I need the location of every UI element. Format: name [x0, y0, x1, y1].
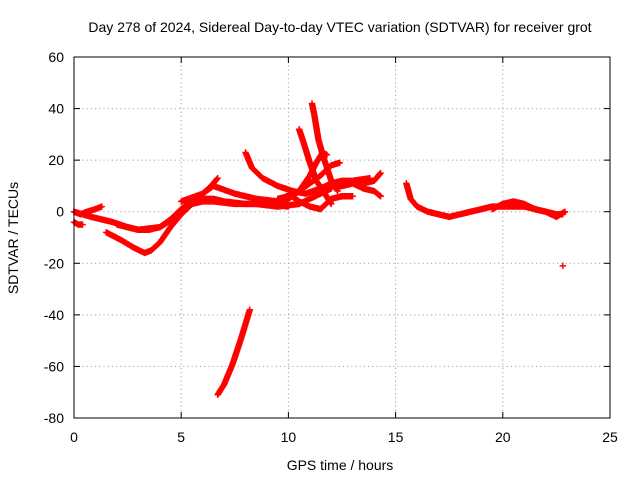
data-point [377, 193, 384, 200]
series-trace-12 [285, 190, 356, 213]
series-trace-16 [488, 198, 569, 221]
y-tick-label: -20 [44, 255, 64, 271]
x-tick-label: 0 [70, 429, 78, 445]
series-trace-7 [214, 306, 254, 398]
y-axis-label: SDTVAR / TECUs [5, 182, 21, 294]
series-trace-17 [559, 262, 567, 270]
data-point [213, 175, 221, 183]
tick-layer [73, 56, 611, 419]
grid-layer [74, 57, 610, 418]
series-trace-14 [328, 180, 384, 200]
data-point [559, 262, 567, 270]
y-tick-label: 60 [48, 49, 64, 65]
data-point [376, 192, 383, 199]
plot-frame [73, 56, 611, 419]
y-tick-label: 0 [56, 204, 64, 220]
data-point [377, 169, 384, 177]
data-point [349, 193, 356, 200]
y-tick-label: -80 [44, 410, 64, 426]
y-tick-label: 40 [48, 101, 64, 117]
series-trace-2 [70, 218, 86, 228]
data-point [561, 208, 569, 215]
data-point [376, 170, 384, 178]
y-tick-label: -60 [44, 358, 64, 374]
chart-title: Day 278 of 2024, Sidereal Day-to-day VTE… [88, 19, 591, 35]
x-axis-label: GPS time / hours [287, 457, 394, 473]
data-point [214, 174, 221, 182]
tick-labels: 0 5 10 15 20 25 -80 -60 -40 -20 0 20 40 60 [44, 49, 618, 445]
x-tick-label: 25 [602, 429, 618, 445]
series-trace-15 [403, 180, 567, 221]
data-point [98, 203, 106, 210]
x-tick-label: 15 [388, 429, 404, 445]
x-tick-label: 20 [495, 429, 511, 445]
data-point [336, 159, 344, 166]
series-trace-11 [308, 100, 341, 195]
y-tick-label: -40 [44, 307, 64, 323]
data-point [246, 306, 254, 313]
series-trace-4 [102, 185, 335, 257]
data-point [79, 221, 86, 228]
x-tick-label: 10 [281, 429, 297, 445]
y-tick-label: 20 [48, 152, 64, 168]
x-tick-label: 5 [177, 429, 185, 445]
data-marks [70, 100, 569, 398]
